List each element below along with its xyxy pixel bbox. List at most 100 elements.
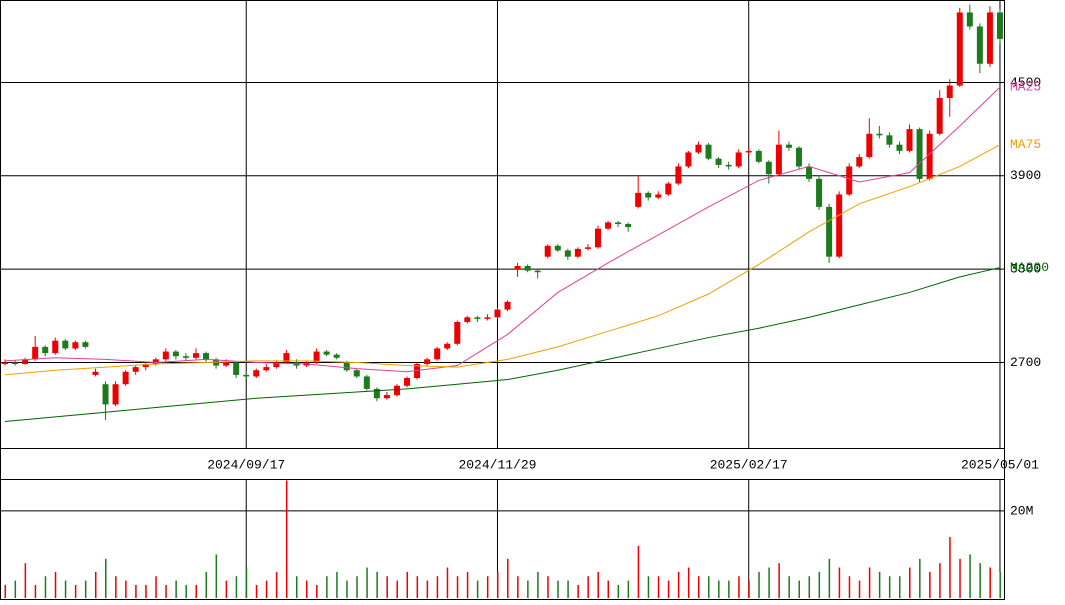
candle-body [393,385,400,396]
volume-bar [416,576,419,598]
candle-body [826,206,833,257]
candle-body [464,317,471,322]
candle-body [986,12,993,64]
volume-bar [275,571,278,598]
candle-body [12,362,19,364]
volume-bar [507,558,509,598]
candle-body [323,351,330,355]
volume-bar [94,571,97,598]
volume-bar [778,563,780,598]
volume-bar [135,584,137,598]
volume-bar [788,576,790,598]
candle-body [695,144,702,153]
candle-body [745,150,752,153]
candle-body [273,362,280,368]
volume-bar [115,576,117,598]
volume-bar [306,580,308,598]
volume-bar [145,584,147,598]
ma-label: MA25 [1010,80,1041,95]
volume-bar [446,567,449,598]
candle-body [936,98,943,134]
candle-body [514,266,521,270]
volume-bar [567,580,569,598]
candle-body [253,370,260,377]
volume-bar [74,584,77,598]
candle-body [92,371,99,375]
candle-body [976,26,983,64]
x-tick-label: 2025/02/17 [710,457,788,472]
volume-bar [366,567,368,598]
volume-bar [537,571,539,598]
candle-body [52,340,59,354]
candle-body [333,354,340,358]
candle-body [675,166,682,184]
candle-body [866,133,873,158]
volume-tick-label: 20M [1010,503,1033,518]
volume-bar [637,545,640,598]
candle-body [625,224,632,228]
volume-bar [949,537,951,598]
candle-body [605,222,612,229]
volume-bar [577,584,579,598]
candle-body [795,147,802,167]
candle-body [725,164,732,167]
candle-body [223,362,230,366]
volume-bar [919,558,921,598]
volume-bar [587,576,589,598]
candle-body [424,359,431,364]
volume-bar [607,580,610,598]
volume-bar [888,576,891,598]
volume-bar [687,567,690,598]
volume-bar [818,571,821,598]
x-tick-label: 2024/11/29 [458,457,536,472]
volume-bar [34,584,37,598]
volume-bar [245,567,248,598]
candle-body [846,166,853,195]
volume-bar [185,584,187,598]
candle-body [62,340,69,349]
volume-bar [999,571,1001,598]
candle-body [454,322,461,344]
volume-bar [356,576,358,598]
candle-body [82,342,89,347]
volume-bar [708,576,710,598]
candle-body [685,152,692,167]
volume-bar [406,571,409,598]
candle-body [524,266,531,271]
volume-bar [326,576,328,598]
volume-bar [165,584,167,598]
volume-panel [0,479,1005,600]
candle-body [42,346,49,354]
candle-body [2,362,9,364]
candle-body [966,12,973,27]
candle-body [886,135,893,145]
volume-bar [235,576,238,598]
volume-bar [959,558,961,598]
candle-body [956,12,963,86]
candle-body [645,192,652,198]
volume-bar [456,576,459,598]
volume-bar [426,580,429,598]
volume-bar [969,554,971,598]
candle-body [373,388,380,399]
volume-bar [265,580,268,598]
volume-bar [346,580,348,598]
candle-body [785,144,792,148]
candle-body [765,161,772,175]
volume-bar [376,571,378,598]
candle-body [504,301,511,310]
volume-bar [547,576,549,598]
candle-body [655,194,662,198]
candle-body [404,378,411,386]
volume-bar [979,563,981,598]
volume-bar [496,571,499,598]
candle-body [615,222,622,224]
volume-bar [657,576,660,598]
candle-body [564,250,571,257]
volume-bar [44,576,47,598]
candle-body [343,362,350,371]
volume-bar [798,580,800,598]
candle-body [434,348,441,360]
volume-bar [808,576,811,598]
volume-bar [738,576,740,598]
